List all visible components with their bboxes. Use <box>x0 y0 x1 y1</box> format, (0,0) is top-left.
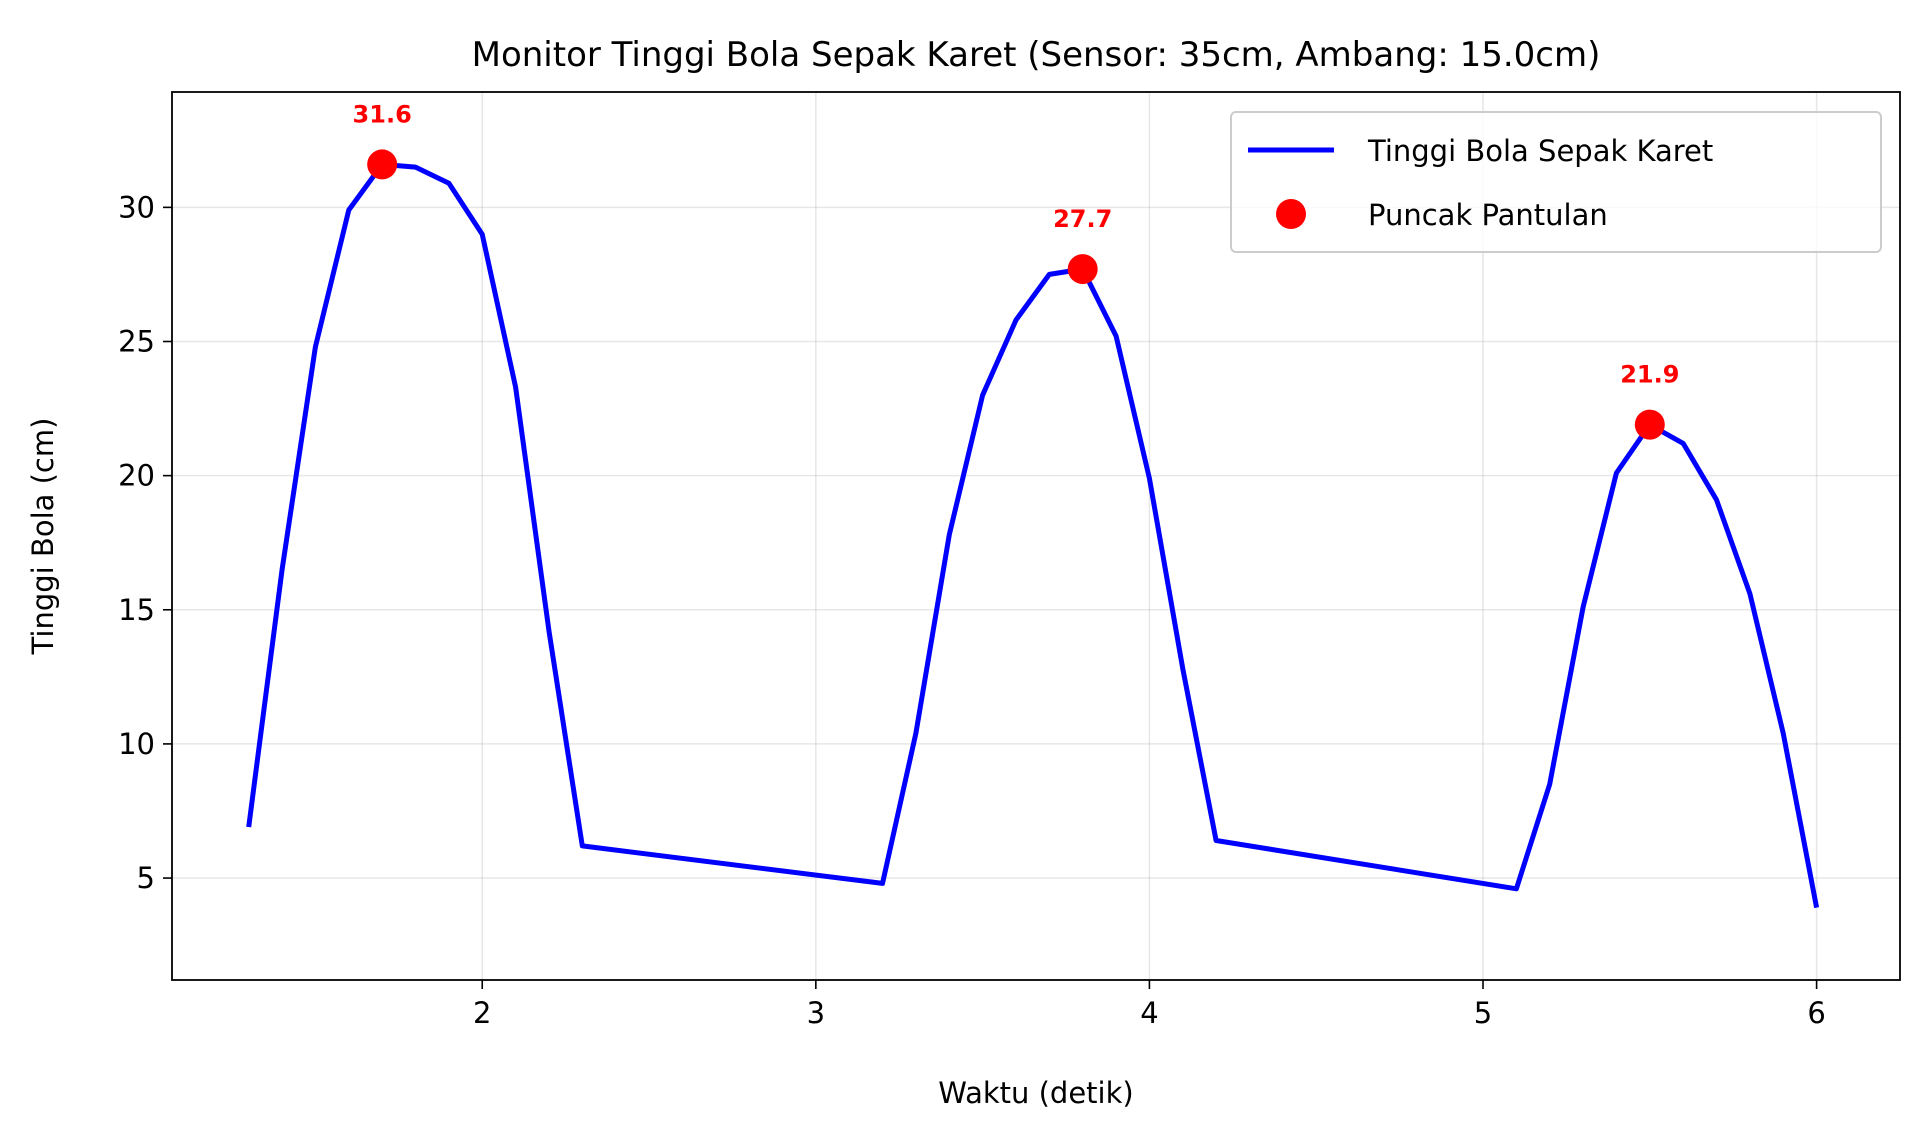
peak-marker <box>367 149 398 180</box>
chart-title: Monitor Tinggi Bola Sepak Karet (Sensor:… <box>472 35 1601 75</box>
plot-area-frame <box>171 91 1901 981</box>
tick-layer: 2 3 4 5 6 5 10 15 20 25 30 <box>118 190 1826 1030</box>
peak-marker <box>1634 409 1665 440</box>
peak-value-label: 21.9 <box>1620 361 1679 389</box>
x-tick-label: 2 <box>473 996 491 1030</box>
y-tick-label: 30 <box>118 190 155 224</box>
x-tick-label: 5 <box>1474 996 1492 1030</box>
peak-value-label: 31.6 <box>353 100 412 128</box>
y-tick-label: 25 <box>118 324 155 358</box>
x-tick-label: 3 <box>807 996 825 1030</box>
legend-label-height: Tinggi Bola Sepak Karet <box>1367 134 1713 168</box>
y-tick-label: 20 <box>118 459 155 493</box>
x-axis-label: Waktu (detik) <box>938 1076 1133 1110</box>
peak-value-label: 27.7 <box>1053 205 1112 233</box>
peak-marker <box>1067 254 1098 285</box>
x-tick-label: 4 <box>1140 996 1158 1030</box>
x-tick-label: 6 <box>1807 996 1825 1030</box>
y-tick-label: 10 <box>118 727 155 761</box>
y-tick-label: 15 <box>118 593 155 627</box>
legend-label-peaks: Puncak Pantulan <box>1368 198 1608 232</box>
legend-marker-swatch <box>1276 199 1306 229</box>
marker-layer: 31.6 27.7 21.9 <box>353 100 1679 440</box>
legend: Tinggi Bola Sepak Karet Puncak Pantulan <box>1230 111 1882 253</box>
legend-frame <box>1230 111 1882 253</box>
y-tick-label: 5 <box>137 861 155 895</box>
y-axis-label: Tinggi Bola (cm) <box>26 418 60 656</box>
